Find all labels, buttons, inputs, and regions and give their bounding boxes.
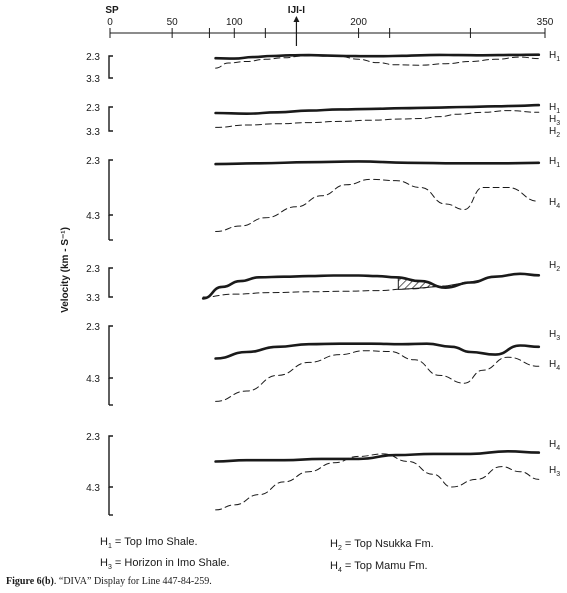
series-line-h4 <box>214 449 541 463</box>
series-line-h4 <box>215 350 540 402</box>
scale-label-bottom: 4.3 <box>86 211 100 222</box>
series-label-h1: H1 <box>549 156 560 169</box>
scale-label-bottom: 4.3 <box>86 483 100 494</box>
panels: 2.33.3H1H22.33.3H1H32.34.3H1H42.33.3H22.… <box>86 50 560 516</box>
y-axis-label: Velocity (km - S⁻¹) <box>60 227 71 313</box>
series-line-h3 <box>214 342 541 360</box>
scale-bracket <box>108 325 113 379</box>
scale-label-bottom: 3.3 <box>86 293 100 304</box>
panel-p1: 2.3 3.3 H1 H2 <box>86 50 560 139</box>
panel-p4: 2.3 3.3 H2 <box>86 260 560 304</box>
scale-label-top: 2.3 <box>86 264 100 275</box>
legend-sub: 3 <box>107 564 112 572</box>
series-label-h4: H4 <box>549 197 560 210</box>
series-label-h3: H3 <box>549 329 560 342</box>
legend-text: = Horizon in Imo Shale. <box>114 557 230 569</box>
series-line-h1 <box>214 160 541 166</box>
x-tick-label-350: 350 <box>537 17 554 28</box>
panel-p3: 2.3 4.3 H1 H4 <box>86 156 560 241</box>
well-marker-label: IJI-I <box>288 5 305 16</box>
legend-key: H <box>330 560 338 572</box>
figure-caption: Figure 6(b). “DIVA” Display for Line 447… <box>6 576 212 587</box>
legend-sub: 4 <box>337 567 342 575</box>
legend-h4: H4 = Top Mamu Fm. <box>330 560 428 574</box>
series-label-h4: H4 <box>549 359 560 372</box>
scale-label-bottom: 4.3 <box>86 374 100 385</box>
panel-p5: 2.3 4.3 H3 H4 <box>86 322 560 406</box>
series-line-h2 <box>201 272 541 300</box>
legend-key: H <box>330 538 338 550</box>
legend-text: = Top Mamu Fm. <box>344 560 428 572</box>
scale-bracket <box>108 106 113 132</box>
series-line-h1 <box>214 103 541 116</box>
scale-label-top: 2.3 <box>86 322 100 333</box>
series-label-h3: H3 <box>549 465 560 478</box>
scale-bracket <box>108 55 113 79</box>
legend-text: = Top Imo Shale. <box>114 536 198 548</box>
legend-sub: 2 <box>337 545 342 553</box>
series-line-h2 <box>215 55 540 69</box>
scale-bracket <box>108 267 113 298</box>
scale-label-top: 2.3 <box>86 52 100 63</box>
series-line-h3 <box>215 453 540 511</box>
series-label-h2: H2 <box>549 126 560 139</box>
scale-label-bottom: 3.3 <box>86 74 100 85</box>
legend-h1: H1 = Top Imo Shale. <box>100 536 198 550</box>
scale-bracket <box>108 435 113 488</box>
legend-key: H <box>100 536 108 548</box>
well-marker-arrow <box>293 16 300 22</box>
series-label-h2: H2 <box>549 260 560 273</box>
scale-label-bottom: 3.3 <box>86 127 100 138</box>
scale-bracket <box>108 159 113 216</box>
legend-key: H <box>100 557 108 569</box>
series-label-h4: H4 <box>549 439 560 452</box>
x-axis-ticks: 0 50 100 200 350 <box>107 17 554 38</box>
x-tick-label-100: 100 <box>226 17 243 28</box>
series-line-h4 <box>215 178 540 232</box>
caption-text: . “DIVA” Display for Line 447-84-259. <box>53 576 212 587</box>
legend-sub: 1 <box>107 543 112 551</box>
legend-h2: H2 = Top Nsukka Fm. <box>330 538 434 552</box>
series-line-h3 <box>215 110 540 128</box>
series-label-h1: H1 <box>549 102 560 115</box>
x-tick-label-50: 50 <box>167 17 179 28</box>
scale-label-top: 2.3 <box>86 432 100 443</box>
series-label-h3: H3 <box>549 114 560 127</box>
caption-label: Figure 6(b) <box>6 576 54 587</box>
scale-label-top: 2.3 <box>86 156 100 167</box>
scale-label-top: 2.3 <box>86 103 100 114</box>
series-label-h1: H1 <box>549 50 560 63</box>
x-tick-label-200: 200 <box>350 17 367 28</box>
legend-text: = Top Nsukka Fm. <box>344 538 434 550</box>
panel-p6: 2.3 4.3 H4 H3 <box>86 432 560 516</box>
series-line-h1 <box>214 53 541 60</box>
legend-h3: H3 = Horizon in Imo Shale. <box>100 557 230 571</box>
x-axis-label: SP <box>105 5 119 16</box>
x-tick-label-0: 0 <box>107 17 113 28</box>
well-marker: IJI-I <box>288 5 305 46</box>
series-line-h2-dashed <box>202 276 496 298</box>
